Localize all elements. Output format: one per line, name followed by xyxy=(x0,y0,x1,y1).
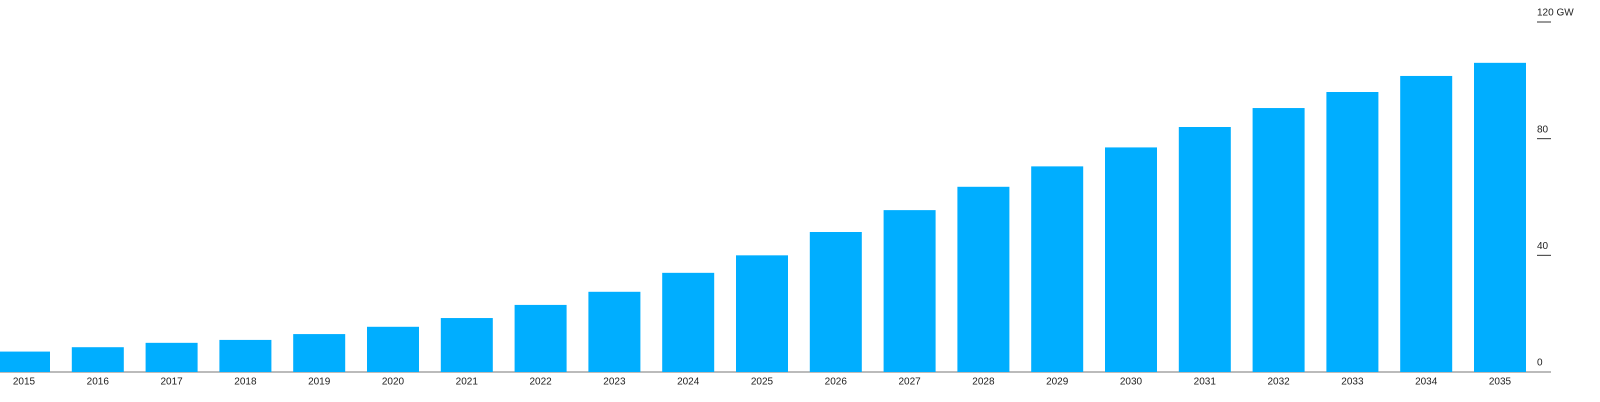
x-tick-label: 2019 xyxy=(308,377,331,388)
bar xyxy=(1474,62,1526,372)
y-tick-label: 120 GW xyxy=(1537,8,1574,19)
x-tick-label: 2030 xyxy=(1120,377,1143,388)
x-tick-label: 2016 xyxy=(87,377,110,388)
bar xyxy=(1400,75,1453,372)
y-tick-label: 80 xyxy=(1537,124,1549,135)
y-tick-label: 40 xyxy=(1537,241,1549,252)
x-tick-label: 2034 xyxy=(1415,377,1438,388)
x-tick-label: 2031 xyxy=(1194,377,1217,388)
x-tick-label: 2018 xyxy=(234,377,257,388)
x-tick-label: 2022 xyxy=(529,377,552,388)
x-tick-label: 2015 xyxy=(13,377,36,388)
bar xyxy=(662,272,715,372)
x-tick-label: 2032 xyxy=(1267,377,1290,388)
x-tick-label: 2033 xyxy=(1341,377,1364,388)
x-tick-label: 2023 xyxy=(603,377,626,388)
bar xyxy=(0,351,50,372)
bar xyxy=(1031,166,1084,372)
bar xyxy=(145,342,198,372)
bar xyxy=(1178,127,1231,372)
x-tick-label: 2024 xyxy=(677,377,700,388)
x-tick-label: 2017 xyxy=(160,377,183,388)
bar xyxy=(440,318,493,372)
bar xyxy=(514,304,567,372)
x-tick-label: 2026 xyxy=(825,377,848,388)
x-tick-label: 2025 xyxy=(751,377,774,388)
bar xyxy=(219,339,272,372)
bar xyxy=(957,186,1010,372)
bar xyxy=(1105,147,1157,372)
bar xyxy=(71,347,124,372)
bar xyxy=(1326,92,1379,372)
bar xyxy=(736,255,788,372)
x-tick-label: 2027 xyxy=(898,377,921,388)
x-tick-label: 2021 xyxy=(456,377,479,388)
x-tick-label: 2029 xyxy=(1046,377,1069,388)
x-tick-label: 2035 xyxy=(1489,377,1512,388)
x-tick-label: 2028 xyxy=(972,377,995,388)
bar xyxy=(367,326,419,372)
bar xyxy=(809,232,862,372)
bar xyxy=(293,334,346,372)
bar xyxy=(1252,108,1305,373)
bar xyxy=(883,210,936,372)
y-tick-label: 0 xyxy=(1537,358,1543,369)
bar xyxy=(588,291,641,372)
x-tick-label: 2020 xyxy=(382,377,405,388)
